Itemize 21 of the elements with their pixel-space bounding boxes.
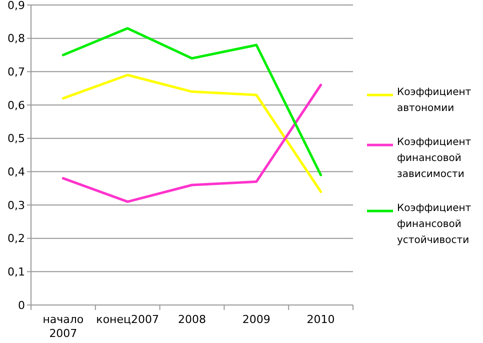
y-tick-label: 0,7 — [8, 66, 25, 79]
y-tick-label: 0,8 — [8, 32, 25, 46]
y-tick-label: 0,2 — [8, 232, 25, 246]
legend-label: Коэффициент финансовой зависимости — [397, 137, 472, 180]
y-tick-label: 0,1 — [8, 266, 25, 279]
y-tick-label: 0,9 — [8, 0, 25, 12]
x-tick-label: 2009 — [242, 313, 270, 326]
legend-label: Коэффициент финансовой устойчивости — [397, 203, 472, 246]
x-tick-label: 2010 — [306, 313, 335, 326]
line-series — [62, 27, 322, 176]
x-tick-label: 2008 — [178, 313, 206, 326]
y-tick-label: 0 — [18, 298, 25, 312]
y-tick-label: 0,6 — [8, 98, 25, 112]
y-tick-label: 0,3 — [8, 198, 25, 212]
x-tick-label: конец2007 — [96, 313, 160, 326]
x-tick-label: начало 2007 — [42, 313, 84, 340]
legend-label: Коэффициент автономии — [397, 87, 472, 114]
y-tick-label: 0,5 — [8, 132, 25, 146]
line-series — [62, 74, 322, 193]
line-series — [62, 84, 322, 203]
y-tick-label: 0,4 — [8, 166, 25, 179]
